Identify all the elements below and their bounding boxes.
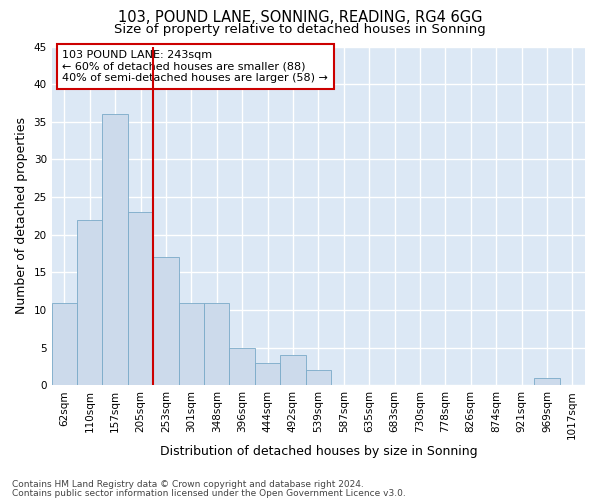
Bar [103,114,128,386]
Bar [153,258,179,386]
Text: Contains public sector information licensed under the Open Government Licence v3: Contains public sector information licen… [12,490,406,498]
Bar [77,220,103,386]
Bar [255,363,280,386]
Bar [128,212,153,386]
Text: Size of property relative to detached houses in Sonning: Size of property relative to detached ho… [114,22,486,36]
Bar [280,356,305,386]
Bar [229,348,255,386]
Bar [204,302,229,386]
Y-axis label: Number of detached properties: Number of detached properties [15,118,28,314]
Bar [52,302,77,386]
Bar [534,378,560,386]
Text: 103, POUND LANE, SONNING, READING, RG4 6GG: 103, POUND LANE, SONNING, READING, RG4 6… [118,10,482,25]
Bar [305,370,331,386]
X-axis label: Distribution of detached houses by size in Sonning: Distribution of detached houses by size … [160,444,477,458]
Text: Contains HM Land Registry data © Crown copyright and database right 2024.: Contains HM Land Registry data © Crown c… [12,480,364,489]
Bar [179,302,204,386]
Text: 103 POUND LANE: 243sqm
← 60% of detached houses are smaller (88)
40% of semi-det: 103 POUND LANE: 243sqm ← 60% of detached… [62,50,328,83]
